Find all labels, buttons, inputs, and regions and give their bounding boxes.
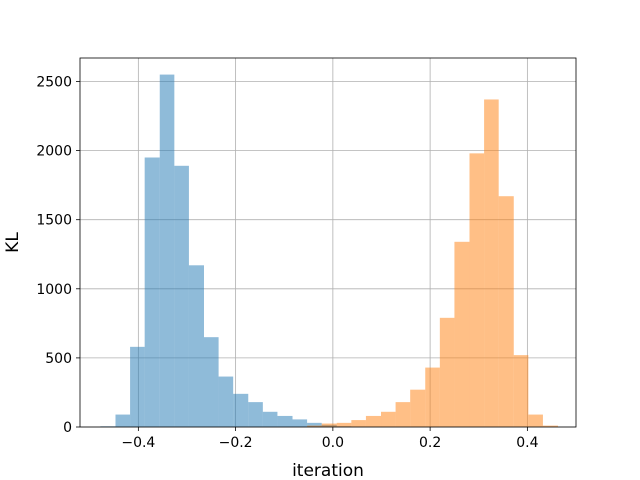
histogram-bar	[292, 419, 308, 427]
histogram-bar	[336, 422, 352, 427]
x-tick-label: −0.4	[121, 435, 155, 451]
histogram-bar	[484, 99, 499, 428]
histogram-bar	[262, 411, 278, 427]
x-axis-ticks: −0.4 −0.2 0.0 0.2 0.4	[121, 427, 539, 451]
histogram-bar	[410, 389, 426, 427]
histogram-bar	[174, 165, 189, 427]
y-tick-label: 1500	[36, 213, 72, 229]
histogram-bar	[381, 411, 396, 427]
histogram-bar	[321, 423, 337, 427]
y-tick-label: 1000	[36, 282, 72, 298]
histogram-bar	[159, 74, 175, 428]
histogram-bar	[277, 415, 293, 427]
x-tick-label: 0.0	[322, 435, 344, 451]
histogram-bar	[542, 425, 559, 427]
histogram-bar	[115, 414, 131, 427]
x-tick-label: 0.2	[419, 435, 441, 451]
x-tick-label: −0.2	[219, 435, 253, 451]
x-tick-label: 0.4	[516, 435, 538, 451]
histogram-bar	[144, 157, 160, 427]
y-tick-label: 2000	[36, 144, 72, 160]
axes-frame	[79, 57, 577, 428]
histogram-bars	[100, 74, 559, 428]
histogram-bar	[233, 393, 249, 427]
histogram-bar	[204, 337, 219, 427]
x-axis-label: iteration	[292, 461, 364, 480]
histogram-bar	[307, 422, 322, 427]
histogram-bar	[469, 153, 485, 427]
histogram-bar	[307, 425, 322, 427]
y-tick-label: 500	[45, 351, 72, 367]
histogram-bar	[454, 241, 470, 427]
histogram-bar	[365, 415, 382, 427]
histogram-bar	[130, 346, 145, 427]
histogram-bar	[248, 402, 263, 427]
histogram-bar	[425, 367, 440, 427]
y-tick-label: 2500	[36, 74, 72, 90]
histogram-bar	[218, 376, 234, 427]
histogram-bar	[513, 355, 529, 427]
histogram-bar	[188, 265, 204, 427]
histogram-bar	[395, 402, 411, 427]
histogram-bar	[498, 196, 514, 427]
y-axis-ticks: 0 500 1000 1500 2000 2500	[36, 74, 80, 436]
y-tick-label: 0	[63, 420, 72, 436]
y-axis-label: KL	[3, 232, 23, 253]
histogram-bar	[351, 420, 366, 427]
histogram-bar	[439, 317, 455, 427]
histogram-bar	[528, 414, 543, 427]
